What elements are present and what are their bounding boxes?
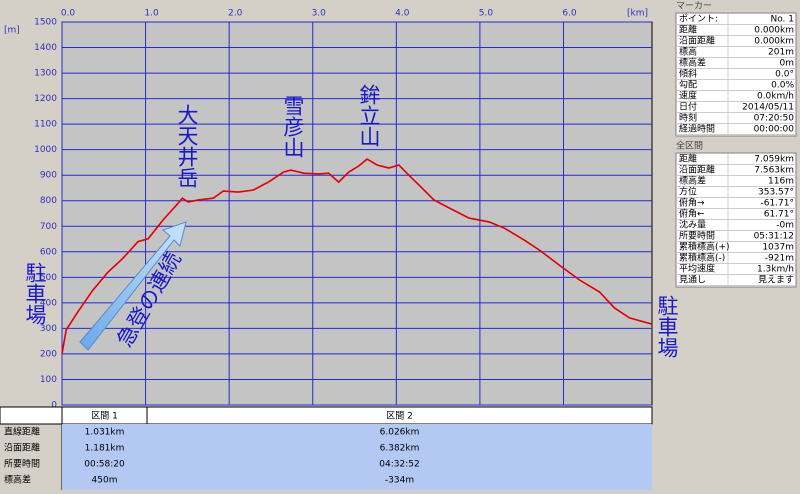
panel-value: 0.0%	[771, 81, 794, 91]
section-value: 1.031km	[85, 428, 125, 438]
x-tick-label: 4.0	[395, 9, 410, 19]
panel-value: 0.0°	[775, 70, 794, 80]
panel-value: 353.57°	[758, 188, 794, 198]
y-axis-label: [m]	[4, 26, 20, 36]
x-tick-label: 6.0	[562, 9, 577, 19]
plot-area	[61, 21, 653, 406]
panel-label: 見通し	[679, 275, 706, 286]
section-label: 直線距離	[4, 426, 40, 438]
annotation: 駐車場	[655, 295, 679, 358]
panel-label: 沿面距離	[679, 35, 715, 47]
y-tick-label: 300	[40, 324, 57, 334]
y-tick-label: 0	[51, 401, 57, 411]
panel-value: 1.3km/h	[757, 265, 794, 275]
section-value: 04:32:52	[379, 460, 419, 470]
x-tick-label: 5.0	[479, 9, 494, 19]
panel-value: -0m	[776, 221, 794, 231]
section-header: 区間 2	[386, 411, 413, 422]
panel-value: 61.71°	[764, 210, 794, 220]
panel-value: 0m	[780, 59, 795, 69]
profile-line	[61, 158, 653, 354]
section-label: 所要時間	[4, 459, 40, 470]
y-tick-label: 100	[40, 375, 57, 385]
section-header: 区間 1	[91, 411, 118, 422]
panel-label: 累積標高(-)	[679, 252, 725, 264]
section-label: 沿面距離	[4, 442, 40, 454]
y-tick-label: 1400	[34, 43, 57, 53]
panel-value: 1037m	[762, 243, 794, 253]
x-tick-label: 1.0	[144, 9, 159, 19]
panel-label: 方位	[679, 186, 697, 198]
y-tick-label: 400	[40, 298, 57, 308]
x-tick-label: 3.0	[312, 9, 327, 19]
panel-value: -61.71°	[760, 199, 794, 209]
panel-label: 勾配	[679, 79, 697, 91]
panel-value: 0.0km/h	[757, 92, 794, 102]
y-tick-label: 1500	[34, 18, 57, 28]
panel-label: 標高差	[679, 175, 706, 187]
panel-value: 7.563km	[754, 166, 794, 176]
annotation: 雪彦山	[281, 95, 305, 158]
section-value: 6.382km	[380, 444, 420, 454]
x-axis-label: [km]	[627, 9, 648, 19]
panel-label: 俯角→	[679, 197, 705, 209]
panel-label: 累積標高(+)	[679, 241, 730, 253]
y-tick-label: 200	[40, 349, 57, 359]
y-tick-label: 500	[40, 273, 57, 283]
panel-label: 経過時間	[679, 123, 715, 135]
y-tick-label: 1000	[34, 145, 57, 155]
section-value: 6.026km	[380, 428, 420, 438]
section-value: 450m	[92, 476, 118, 486]
panel-label: 平均速度	[679, 263, 715, 275]
y-tick-label: 600	[40, 247, 57, 257]
panel-value: 0.000km	[754, 26, 794, 36]
section-label: 標高差	[4, 474, 31, 486]
panel-label: 日付	[679, 102, 697, 113]
y-tick-label: 1300	[34, 69, 57, 79]
panel-box	[675, 12, 797, 137]
annotation: 大天井岳	[175, 104, 199, 188]
panel-value: 05:31:12	[754, 232, 794, 242]
x-tick-label: 0.0	[61, 9, 76, 19]
panel-label: 速度	[679, 90, 697, 102]
panel-label: 標高差	[679, 57, 706, 69]
panel-label: 距離	[679, 153, 697, 165]
panel-label: 所要時間	[679, 231, 715, 242]
panel-title: マーカー	[676, 1, 712, 12]
table-body-bg	[62, 424, 652, 490]
x-tick-label: 2.0	[228, 9, 243, 19]
arrow	[79, 221, 187, 351]
panel-value: 00:00:00	[754, 125, 795, 135]
panel-title: 全区間	[676, 140, 703, 152]
panel-label: 俯角←	[679, 208, 705, 220]
panel-value: 201m	[768, 48, 794, 58]
annotation: 鉾立山	[357, 84, 381, 147]
panel-value: 0.000km	[754, 37, 794, 47]
panel-label: ポイント:	[679, 14, 718, 25]
panel-label: 時刻	[679, 112, 697, 124]
panel-value: 見えます	[758, 275, 794, 286]
y-tick-label: 900	[40, 171, 57, 181]
panel-label: 傾斜	[679, 68, 697, 80]
section-value: 00:58:20	[84, 460, 125, 470]
section-value: -334m	[385, 476, 414, 486]
panel-value: 7.059km	[754, 155, 794, 165]
y-tick-label: 1100	[34, 120, 57, 130]
y-tick-label: 700	[40, 222, 57, 232]
panel-value: 07:20:50	[754, 114, 795, 124]
panel-label: 距離	[679, 24, 697, 36]
panel-value: 2014/05/11	[742, 103, 794, 113]
y-tick-label: 800	[40, 196, 57, 206]
y-tick-label: 1200	[34, 94, 57, 104]
panel-label: 沈み量	[679, 219, 706, 231]
panel-value: -921m	[765, 254, 794, 264]
panel-label: 標高	[679, 46, 697, 58]
panel-value: 116m	[768, 177, 794, 187]
section-value: 1.181km	[85, 444, 125, 454]
panel-label: 沿面距離	[679, 164, 715, 176]
panel-value: No. 1	[770, 15, 794, 25]
annotation: 駐車場	[23, 262, 47, 325]
